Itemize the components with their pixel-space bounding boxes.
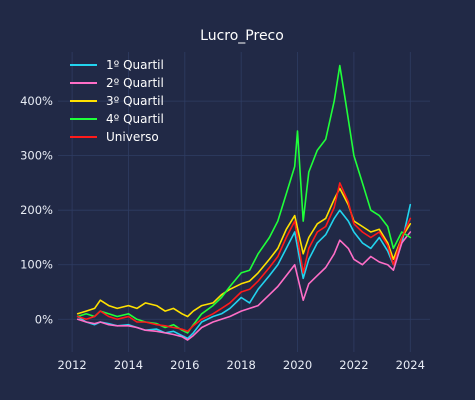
x-tick-label: 2022 [339,358,368,372]
x-tick-label: 2024 [396,358,425,372]
series-layer [76,64,412,341]
x-tick-label: 2016 [170,358,199,372]
x-tick-label: 2014 [114,358,143,372]
y-tick-label: 100% [20,258,53,272]
grid-layer [58,52,430,352]
series-line-3 [76,187,412,318]
legend-label: 1º Quartil [106,58,164,72]
chart-title: Lucro_Preco [200,28,284,44]
legend-label: Universo [106,130,159,144]
series-line-2 [76,231,412,341]
y-tick-label: 400% [20,94,53,108]
legend-label: 3º Quartil [106,94,164,108]
legend: 1º Quartil 2º Quartil 3º Quartil 4º Quartil… [70,58,164,144]
legend-label: 2º Quartil [106,76,164,90]
x-tick-label: 2012 [57,358,86,372]
x-tick-label: 2020 [283,358,312,372]
series-line-4 [76,64,412,334]
y-tick-label: 300% [20,149,53,163]
y-tick-label: 200% [20,203,53,217]
series-line-5 [76,182,412,333]
axis-layer: 2012 2014 2016 2018 2020 2022 2024 0% 100% 200% 30… [20,94,425,372]
x-tick-label: 2018 [227,358,256,372]
legend-label: 4º Quartil [106,112,164,126]
y-tick-label: 0% [35,312,53,326]
